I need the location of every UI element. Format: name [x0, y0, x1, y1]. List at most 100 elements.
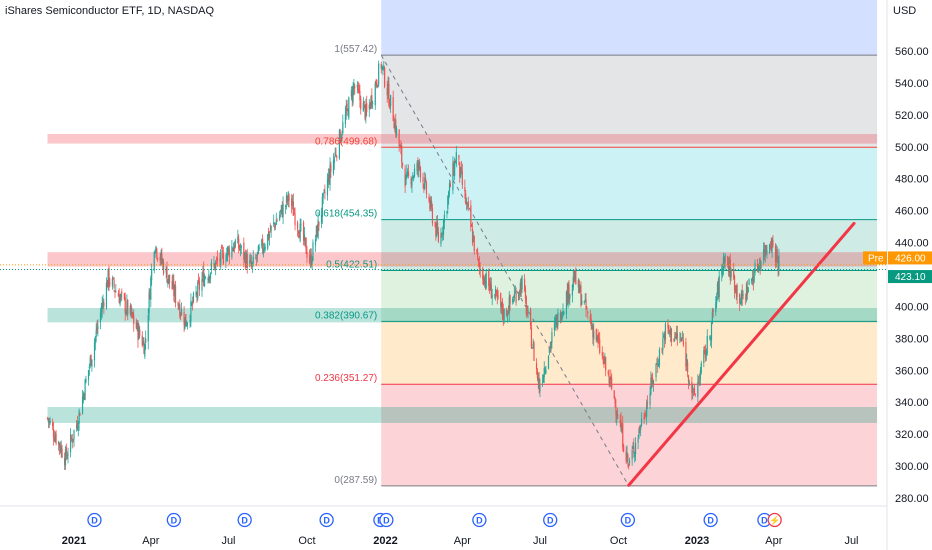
candle-body [454, 161, 457, 163]
candle [602, 351, 604, 364]
candle-body [425, 182, 428, 195]
candle-body [483, 279, 485, 286]
candle-body [375, 80, 377, 86]
candle [662, 331, 664, 356]
candle-body [736, 284, 738, 297]
trendline-layer[interactable] [627, 221, 856, 487]
candle-body [442, 232, 444, 234]
candle [483, 274, 485, 286]
pre-market-price-tag: 426.00 Pre [0, 251, 932, 266]
candle-body [565, 292, 568, 315]
candle [318, 221, 320, 232]
candle-body [197, 282, 199, 299]
candle-body [101, 302, 103, 312]
candle [728, 256, 731, 278]
price-tag-box [888, 251, 932, 265]
candle [663, 331, 666, 348]
price-tick-label: 340.00 [895, 397, 929, 409]
candle-body [383, 65, 385, 70]
candle-body [362, 102, 364, 112]
candle [605, 356, 607, 377]
candle-body [282, 203, 284, 218]
candle-body [602, 356, 604, 358]
candle [724, 253, 726, 270]
candle [99, 307, 102, 330]
candle [191, 301, 193, 307]
candle [168, 274, 171, 289]
candle [163, 258, 165, 276]
candle-body [299, 223, 301, 241]
candle [374, 80, 376, 110]
candle [395, 125, 398, 138]
candle-body [579, 286, 581, 292]
candle-body [559, 312, 562, 322]
time-tick-label: 2022 [373, 535, 397, 547]
candle [595, 328, 597, 343]
candle-body [705, 351, 707, 356]
candle [356, 80, 358, 94]
candle-body [372, 102, 374, 104]
candle-body [704, 349, 707, 358]
candle-body [154, 253, 156, 255]
candle-body [366, 103, 368, 112]
candle-body [610, 376, 612, 381]
candle [401, 162, 404, 170]
candle-body [67, 454, 69, 456]
candle-body [681, 337, 683, 342]
candle-body [298, 235, 300, 238]
candle-body [663, 333, 666, 341]
candle [500, 301, 503, 315]
candle [352, 82, 354, 106]
candle-body [401, 163, 404, 166]
candle [246, 248, 248, 274]
candle-body [470, 205, 472, 228]
time-tick-label: Jul [533, 535, 547, 547]
candle [465, 197, 468, 211]
candle-body [473, 235, 475, 252]
candle [625, 446, 627, 465]
candle [583, 300, 585, 305]
candle-body [279, 215, 281, 220]
candle-body [663, 336, 665, 338]
candle [364, 104, 366, 121]
candle [572, 270, 574, 291]
candle [84, 378, 86, 401]
candle [668, 325, 670, 335]
candle [418, 159, 420, 178]
candle [273, 214, 275, 228]
trendline[interactable] [627, 221, 856, 487]
candle [553, 316, 556, 337]
candle [752, 270, 754, 291]
candle-body [718, 275, 720, 298]
candle [279, 209, 282, 218]
candle-body [166, 267, 168, 283]
candle [413, 163, 416, 179]
candle-body [657, 364, 659, 367]
candle-body [632, 446, 634, 449]
candle-body [466, 203, 469, 204]
chart-title: iShares Semiconductor ETF, 1D, NASDAQ [5, 5, 215, 17]
candle [754, 259, 756, 276]
dividend-event-icon: D [543, 512, 558, 528]
candle [770, 237, 772, 253]
candle [151, 263, 153, 286]
candle-body [320, 214, 323, 224]
time-tick-label: Jul [844, 535, 858, 547]
candle-body [163, 261, 165, 274]
candle-body [651, 377, 653, 382]
candle [82, 391, 84, 404]
candle-body [448, 183, 451, 191]
candle [52, 418, 54, 431]
candle-body [508, 297, 510, 314]
candle-body [411, 179, 413, 186]
candle-body [751, 278, 753, 282]
candle [742, 290, 744, 300]
candle-body [262, 238, 264, 251]
candle [225, 254, 227, 269]
candle-body [613, 390, 615, 399]
candle-body [422, 177, 424, 183]
candle-body [455, 152, 457, 165]
candle-body [202, 271, 204, 278]
candle-body [95, 330, 97, 338]
